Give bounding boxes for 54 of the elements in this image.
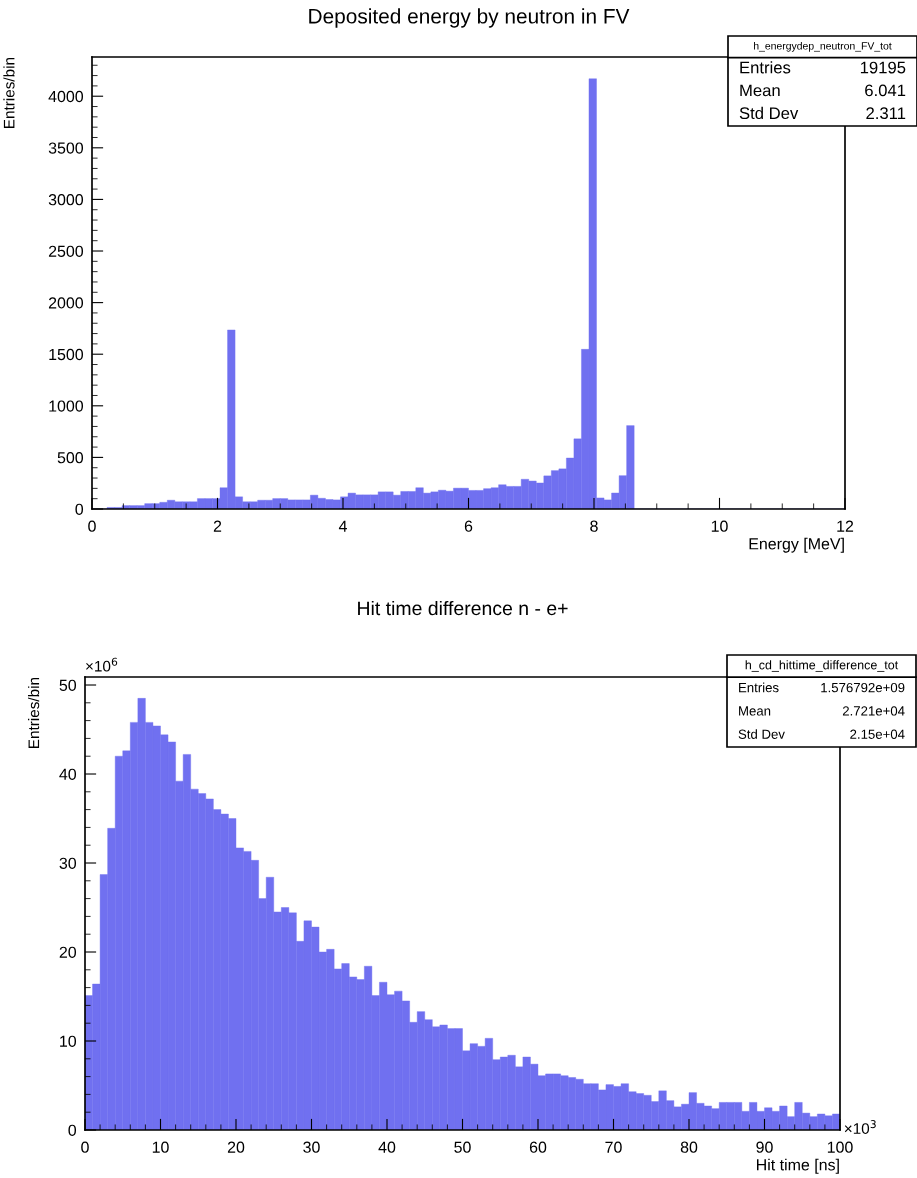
x-tick-label: 100 (827, 1141, 853, 1153)
y-tick-label: 2500 (48, 245, 84, 257)
x-tick-label: 60 (529, 1141, 547, 1153)
y-tick-label: 50 (59, 679, 77, 691)
y-tick-label: 500 (57, 452, 84, 464)
y-tick-label: 20 (59, 946, 77, 958)
annotation: Std Dev (739, 106, 799, 120)
x-tick-label: 80 (680, 1141, 698, 1153)
x-tick-label: 8 (590, 520, 598, 532)
y-axis-title: Entries/bin (3, 57, 15, 128)
x-tick-label: 30 (303, 1141, 320, 1153)
y-tick-label: 4000 (48, 90, 84, 103)
annotation: 1.576792e+09 (821, 682, 905, 693)
text: h_cd_hittime_difference_tot (745, 660, 899, 672)
text: 19195 (860, 61, 906, 74)
y-tick-label: 30 (59, 857, 77, 869)
annotation: Mean (740, 84, 780, 97)
chart-title: Hit time difference n - e+ (358, 600, 568, 616)
y-tick-label: 10 (60, 1035, 77, 1047)
x-tick-label: 6 (464, 520, 473, 532)
y-tick-label: 0 (68, 1124, 77, 1136)
annotation: Entries (740, 61, 791, 74)
text: ×10$^{3}$ (844, 1120, 876, 1134)
text: 2.311 (866, 107, 906, 120)
x-tick-label: 4 (338, 520, 347, 532)
text: 2.721e+04 (842, 706, 905, 716)
annotation: Std Dev (738, 729, 785, 739)
x-tick-label: 0 (88, 520, 96, 532)
y-tick-label: 0 (75, 503, 84, 515)
x-tick-label: 40 (378, 1141, 396, 1153)
text: 6.041 (865, 84, 906, 97)
x-tick-label: 50 (454, 1141, 471, 1153)
y-tick-label: 2000 (48, 297, 84, 309)
y-axis-title: Entries/bin (27, 677, 40, 748)
x-tick-label: 20 (227, 1141, 245, 1153)
annotation: Entries (739, 682, 779, 693)
chart-title: Deposited energy by neutron in FV (309, 8, 630, 28)
x-tick-label: 12 (837, 520, 854, 532)
y-tick-label: 1500 (49, 348, 84, 361)
y-tick-label: 1000 (49, 400, 84, 412)
x-axis-title: Hit time [ns] (757, 1158, 839, 1174)
x-tick-label: 90 (756, 1141, 773, 1153)
y-tick-label: 40 (59, 768, 77, 780)
y-tick-label: 3000 (48, 194, 84, 206)
text: h_energydep_neutron_FV_tot (754, 41, 892, 52)
annotation: Mean (739, 706, 771, 716)
x-tick-label: 70 (605, 1141, 622, 1153)
x-tick-label: 10 (152, 1141, 169, 1153)
y-tick-label: 3500 (48, 142, 84, 154)
text: ×10$^{6}$ (86, 657, 118, 672)
text: 2.15e+04 (850, 729, 905, 739)
x-axis-title: Energy [MeV] (749, 537, 844, 553)
x-tick-label: 2 (213, 520, 222, 532)
x-tick-label: 10 (711, 520, 728, 532)
